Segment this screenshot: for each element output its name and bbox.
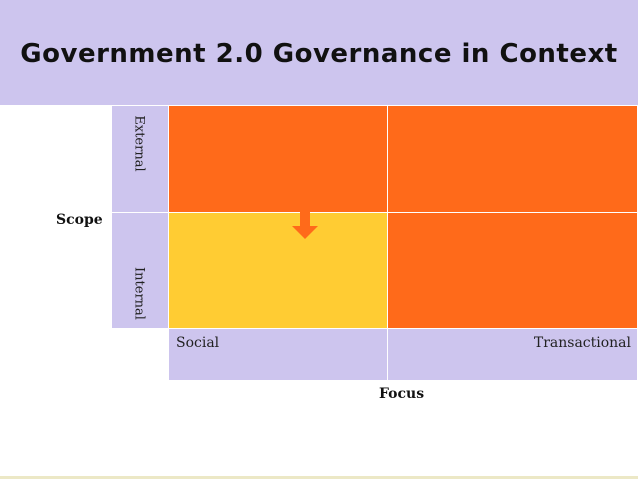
quadrant-external-social — [169, 106, 388, 213]
x-label-transactional: Transactional — [533, 335, 631, 351]
bottom-rule — [0, 476, 638, 479]
x-label-social: Social — [176, 335, 220, 351]
x-label-cell-transactional — [388, 329, 638, 381]
x-axis-title: Focus — [379, 386, 425, 402]
x-label-cell-social — [169, 329, 388, 381]
y-axis-title: Scope — [56, 212, 103, 228]
y-label-external: External — [131, 115, 147, 172]
quadrant-internal-transactional — [388, 213, 638, 329]
y-label-cell-external — [112, 106, 169, 213]
down-arrow-icon — [292, 212, 318, 239]
quadrant-internal-social — [169, 213, 388, 329]
title-bar: Government 2.0 Governance in Context — [0, 0, 638, 105]
slide-title: Government 2.0 Governance in Context — [20, 38, 618, 69]
y-label-internal: Internal — [131, 267, 147, 320]
y-label-cell-internal — [112, 213, 169, 329]
quadrant-external-transactional — [388, 106, 638, 213]
